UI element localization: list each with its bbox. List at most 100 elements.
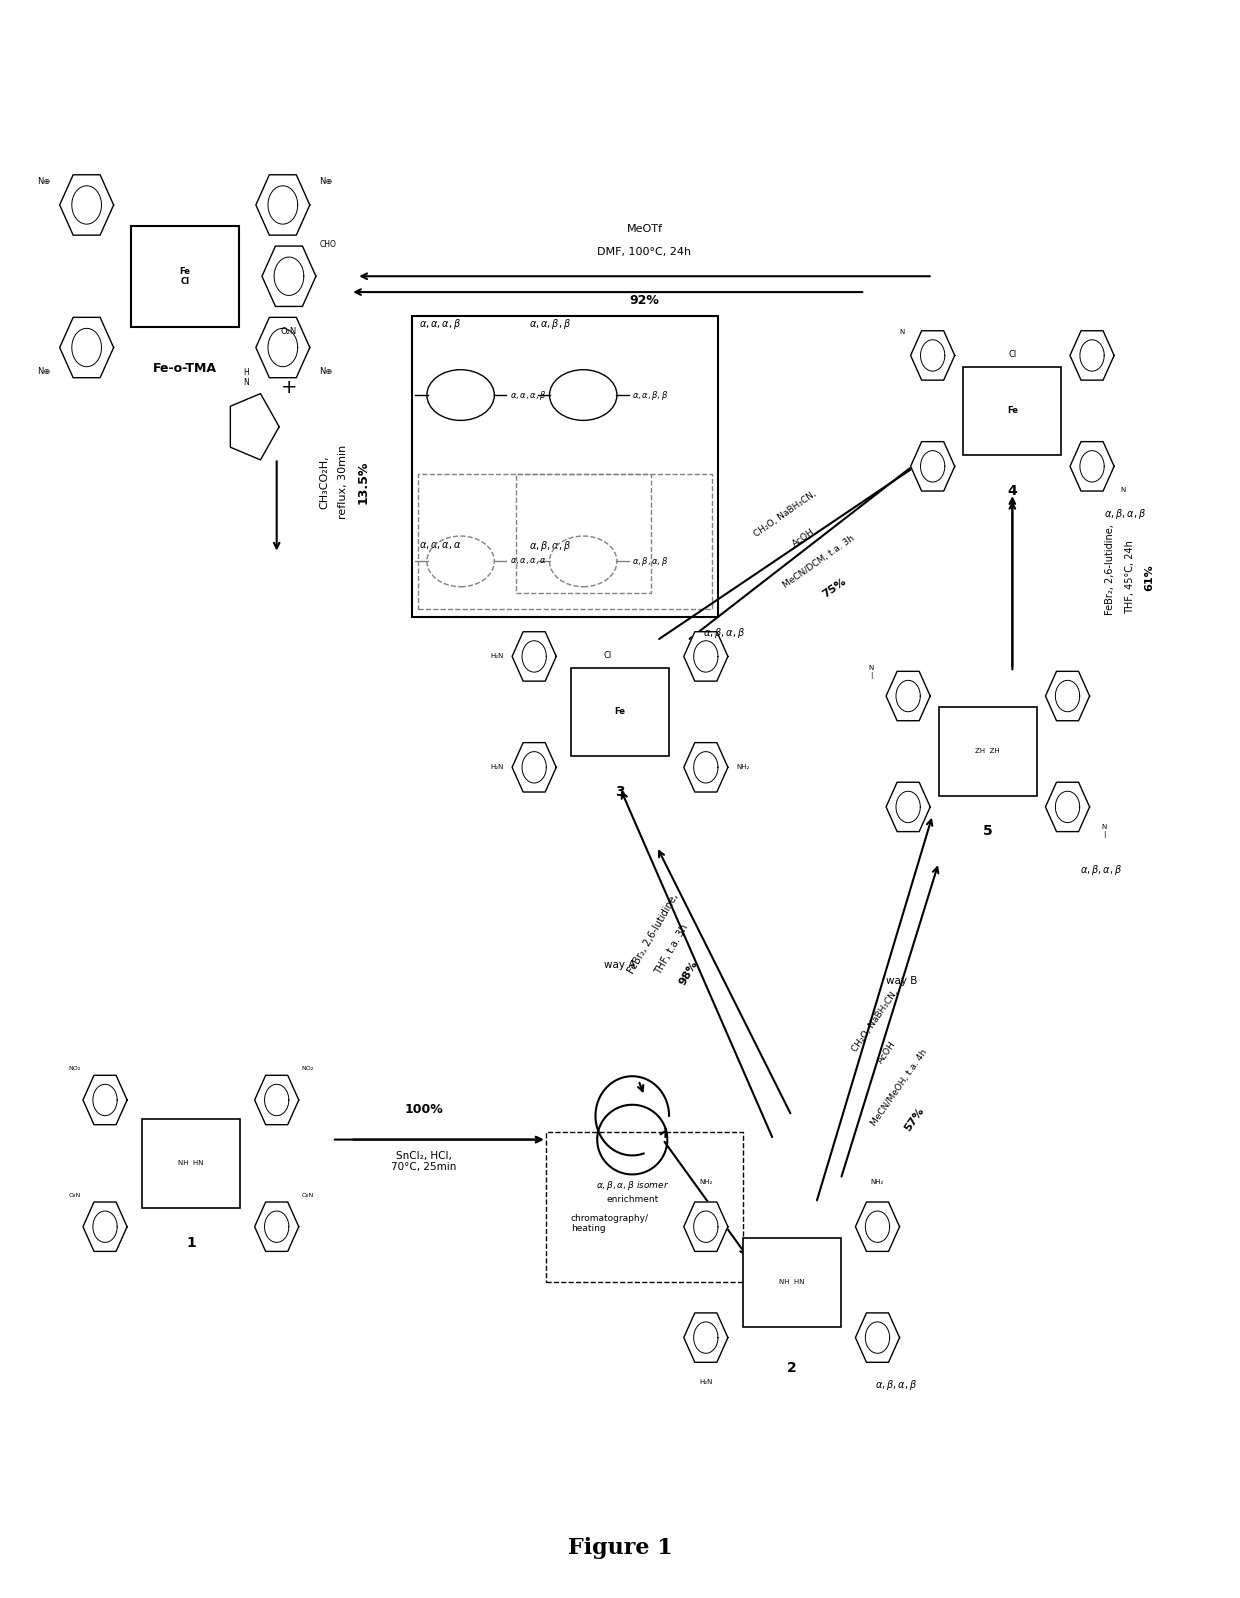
Text: $\alpha,\alpha,\alpha,\alpha$: $\alpha,\alpha,\alpha,\alpha$ (419, 540, 461, 551)
Text: 92%: 92% (630, 294, 660, 307)
Text: 61%: 61% (1145, 564, 1154, 591)
Text: $\alpha,\beta,\alpha,\beta$: $\alpha,\beta,\alpha,\beta$ (875, 1377, 918, 1392)
Text: O₂N: O₂N (280, 328, 298, 336)
Text: way B: way B (887, 976, 918, 986)
Text: $\alpha,\alpha,\alpha,\beta$: $\alpha,\alpha,\alpha,\beta$ (419, 316, 461, 331)
Text: 3: 3 (615, 785, 625, 799)
Text: AcOH: AcOH (791, 527, 817, 548)
Bar (418, 475, 712, 609)
Text: THF, 45°C, 24h: THF, 45°C, 24h (1125, 540, 1135, 614)
Text: reflux, 30min: reflux, 30min (339, 446, 348, 519)
Text: Fe
Cl: Fe Cl (180, 267, 190, 286)
Polygon shape (887, 783, 930, 831)
Text: $\alpha,\beta,\alpha,\beta$: $\alpha,\beta,\alpha,\beta$ (529, 539, 572, 553)
Text: enrichment: enrichment (606, 1195, 658, 1203)
Bar (516, 475, 651, 593)
Text: N⊕: N⊕ (319, 368, 332, 376)
Text: $\alpha,\beta,\alpha,\beta$: $\alpha,\beta,\alpha,\beta$ (1080, 863, 1122, 877)
Polygon shape (910, 331, 955, 380)
Polygon shape (60, 174, 114, 235)
Text: AcOH: AcOH (877, 1040, 898, 1066)
Polygon shape (856, 1314, 899, 1361)
Text: 57%: 57% (903, 1106, 926, 1133)
Bar (743, 1238, 841, 1326)
Polygon shape (83, 1075, 128, 1125)
Text: FeBr₂, 2,6-lutidine,: FeBr₂, 2,6-lutidine, (1105, 524, 1116, 615)
Text: SnCl₂, HCl,
70°C, 25min: SnCl₂, HCl, 70°C, 25min (391, 1151, 456, 1173)
Polygon shape (512, 631, 557, 681)
Bar (547, 1131, 743, 1282)
Text: 13.5%: 13.5% (356, 460, 370, 503)
Text: N⊕: N⊕ (37, 368, 51, 376)
Polygon shape (683, 1314, 728, 1361)
Text: Fe: Fe (615, 708, 625, 716)
Text: MeCN/MeOH, t.a. 4h: MeCN/MeOH, t.a. 4h (869, 1047, 930, 1127)
Polygon shape (1070, 331, 1114, 380)
Text: way A: way A (604, 960, 636, 970)
Text: Figure 1: Figure 1 (568, 1537, 672, 1560)
Text: O₂N: O₂N (68, 1192, 81, 1197)
Text: +: + (280, 377, 298, 396)
Text: Fe-o-TMA: Fe-o-TMA (153, 361, 217, 376)
Text: CH₃CO₂H,: CH₃CO₂H, (320, 455, 330, 510)
Polygon shape (60, 318, 114, 377)
Text: NH  HN: NH HN (179, 1160, 203, 1167)
Text: H₂N: H₂N (491, 764, 505, 770)
Text: Fe: Fe (1007, 406, 1018, 415)
Text: 98%: 98% (677, 959, 699, 988)
Text: $\alpha,\beta,\alpha,\beta$: $\alpha,\beta,\alpha,\beta$ (703, 626, 745, 639)
Text: FeBr₂, 2,6-lutidine,: FeBr₂, 2,6-lutidine, (626, 892, 681, 975)
Text: NO₂: NO₂ (68, 1066, 81, 1071)
Bar (141, 1119, 239, 1208)
Polygon shape (255, 318, 310, 377)
Bar (570, 668, 670, 756)
Polygon shape (512, 743, 557, 793)
Text: ZH  ZH: ZH ZH (976, 748, 1001, 754)
Text: CH₂O, NaBH₃CN,: CH₂O, NaBH₃CN, (851, 988, 900, 1053)
Text: Cl: Cl (604, 650, 611, 660)
Polygon shape (683, 631, 728, 681)
Polygon shape (910, 441, 955, 491)
Text: H
N: H N (243, 368, 249, 387)
Text: chromatography/
heating: chromatography/ heating (570, 1214, 649, 1234)
Text: N: N (899, 329, 905, 334)
Text: 5: 5 (983, 825, 993, 839)
Text: THF, t.a. 3h: THF, t.a. 3h (653, 922, 689, 976)
Text: MeCN/DCM, t.a. 3h: MeCN/DCM, t.a. 3h (781, 534, 856, 590)
Polygon shape (683, 743, 728, 793)
Polygon shape (887, 671, 930, 721)
Text: NO₂: NO₂ (301, 1066, 314, 1071)
Text: $\alpha,\alpha,\beta,\beta$: $\alpha,\alpha,\beta,\beta$ (632, 388, 668, 401)
Polygon shape (1045, 671, 1090, 721)
Text: CH₂O, NaBH₃CN,: CH₂O, NaBH₃CN, (753, 489, 818, 539)
Polygon shape (683, 1202, 728, 1251)
Text: 4: 4 (1007, 484, 1017, 497)
Text: $\alpha,\alpha,\beta,\beta$: $\alpha,\alpha,\beta,\beta$ (529, 316, 572, 331)
Text: $\alpha,\alpha,\alpha,\alpha$: $\alpha,\alpha,\alpha,\alpha$ (510, 556, 547, 566)
Text: O₂N: O₂N (301, 1192, 314, 1197)
Text: N⊕: N⊕ (319, 177, 332, 185)
Text: NH₂: NH₂ (699, 1179, 713, 1186)
Polygon shape (254, 1075, 299, 1125)
Text: $\alpha,\beta,\alpha,\beta$: $\alpha,\beta,\alpha,\beta$ (1105, 507, 1146, 521)
Bar (412, 316, 718, 617)
Polygon shape (255, 174, 310, 235)
Text: CHO: CHO (320, 240, 336, 249)
Text: NH₂: NH₂ (870, 1179, 884, 1186)
Polygon shape (1045, 783, 1090, 831)
Text: $\alpha,\beta,\alpha,\beta$ isomer: $\alpha,\beta,\alpha,\beta$ isomer (595, 1179, 668, 1192)
Polygon shape (254, 1202, 299, 1251)
Polygon shape (262, 246, 316, 307)
Text: NH₂: NH₂ (735, 764, 749, 770)
Bar (130, 225, 238, 328)
Text: DMF, 100°C, 24h: DMF, 100°C, 24h (598, 248, 692, 257)
Text: 75%: 75% (821, 577, 848, 599)
Text: Cl: Cl (1008, 350, 1017, 358)
Text: $\alpha,\alpha,\alpha,\beta$: $\alpha,\alpha,\alpha,\beta$ (510, 388, 546, 401)
Text: 2: 2 (787, 1361, 796, 1376)
Text: 100%: 100% (404, 1103, 443, 1115)
Polygon shape (856, 1202, 899, 1251)
Text: $\alpha,\beta,\alpha,\beta$: $\alpha,\beta,\alpha,\beta$ (632, 555, 668, 567)
Text: H₂N: H₂N (699, 1379, 713, 1385)
Bar (939, 708, 1037, 796)
